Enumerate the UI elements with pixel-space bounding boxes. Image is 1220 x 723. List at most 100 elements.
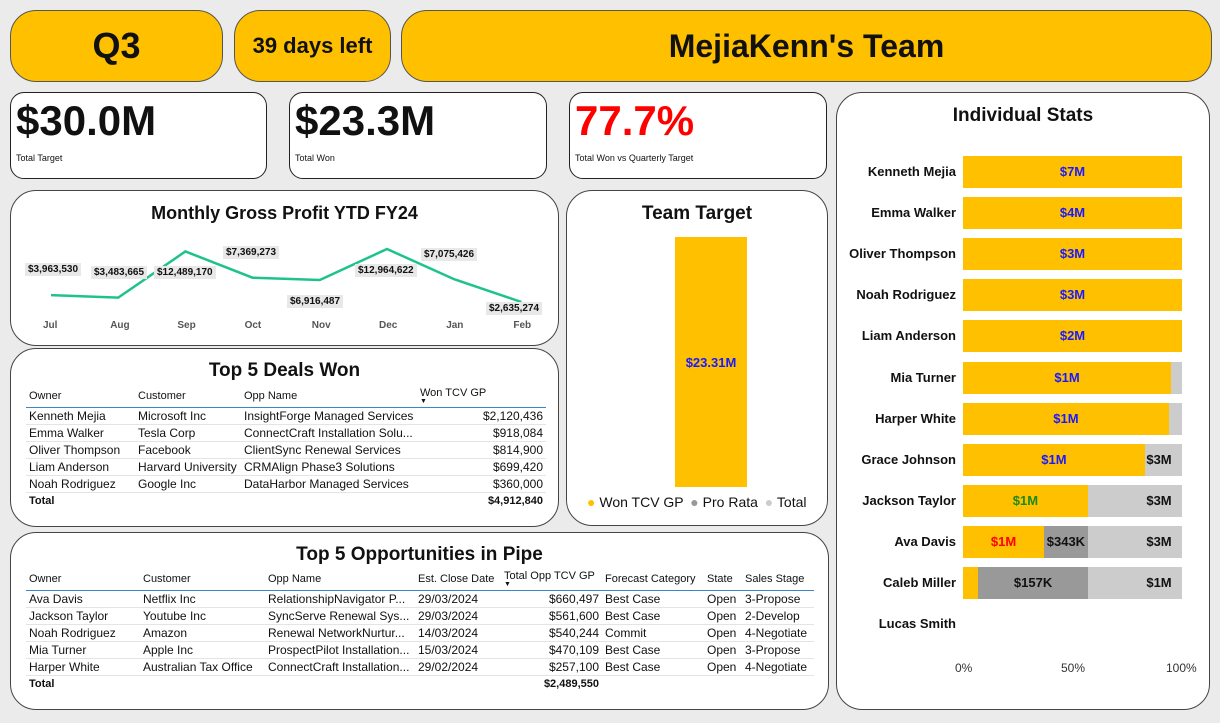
days-left-label: 39 days left (252, 33, 373, 58)
kpi-value: 77.7% (575, 97, 695, 144)
table-cell: 4-Negotiate (742, 624, 814, 642)
team-target-title: Team Target (641, 203, 753, 224)
table-cell: SyncServe Renewal Sys... (265, 607, 415, 625)
table-row[interactable]: Kenneth Mejia Microsoft Inc InsightForge M… (26, 407, 546, 425)
data-point[interactable] (247, 272, 259, 284)
individual-name: Noah Rodriguez (856, 287, 956, 303)
data-point[interactable] (381, 243, 393, 255)
legend-total: Total (776, 494, 807, 510)
table-row[interactable]: Jackson Taylor Youtube Inc SyncServe Renew… (26, 607, 814, 625)
legend-dot-won: ● (587, 494, 596, 510)
pipe-card: Top 5 Opportunities in Pipe Owner Custom… (10, 532, 829, 710)
table-cell: Open (704, 607, 742, 625)
col-close-date[interactable]: Est. Close Date (418, 572, 495, 585)
data-point[interactable] (179, 245, 191, 257)
table-row[interactable]: Liam Anderson Harvard University CRMAlign … (26, 458, 546, 476)
team-title: MejiaKenn's Team (668, 27, 945, 64)
col-customer[interactable]: Customer (143, 572, 191, 585)
individual-row[interactable]: Emma Walker $4M (837, 197, 1211, 230)
individual-row[interactable]: Grace Johnson $1M $3M (837, 443, 1211, 476)
table-cell: Netflix Inc (140, 590, 265, 608)
table-cell: Emma Walker (26, 424, 135, 442)
table-cell: $561,600 (501, 607, 602, 625)
data-point[interactable] (314, 274, 326, 286)
individual-row[interactable]: Noah Rodriguez $3M (837, 279, 1211, 312)
total-label: $3M (1146, 533, 1172, 549)
table-cell: $660,497 (501, 590, 602, 608)
x-tick-label: Feb (513, 320, 532, 331)
col-owner[interactable]: Owner (29, 389, 62, 402)
pro-rata-label: $157K (1013, 575, 1053, 590)
won-bar (963, 156, 1182, 188)
won-bar (963, 484, 1088, 517)
table-cell: Youtube Inc (140, 607, 265, 625)
table-row[interactable]: Ava Davis Netflix Inc RelationshipNavigato… (26, 590, 814, 608)
deals-won-card: Top 5 Deals Won Owner Customer Opp Name … (10, 348, 559, 527)
data-label: $7,075,426 (421, 248, 478, 261)
data-point[interactable] (112, 292, 124, 304)
individual-row[interactable]: Harper White $1M (837, 402, 1211, 435)
col-total-opp[interactable]: Total Opp TCV GP ▼ (501, 568, 602, 590)
individual-row[interactable]: Jackson Taylor $1M $3M (837, 484, 1211, 517)
table-row[interactable]: Noah Rodriguez Google Inc DataHarbor Manag… (26, 475, 546, 493)
col-forecast[interactable]: Forecast Category (605, 572, 696, 585)
deals-won-title: Top 5 Deals Won (208, 360, 361, 381)
table-cell: Open (704, 590, 742, 608)
pipe-table: Owner Customer Opp Name Est. Close Date … (26, 568, 814, 693)
individual-row[interactable]: Ava Davis $1M $343K $3M (837, 525, 1211, 558)
x-tick-label: Jul (43, 320, 58, 331)
table-cell: Facebook (135, 441, 241, 459)
table-cell: ClientSync Renewal Services (241, 441, 417, 459)
individual-row[interactable]: Lucas Smith (837, 608, 1211, 640)
won-label: $1M (1053, 410, 1079, 426)
col-customer[interactable]: Customer (138, 389, 186, 402)
team-target-legend: ● Won TCV GP ● Pro Rata ● Total (587, 494, 806, 510)
table-cell: Harvard University (135, 458, 241, 476)
won-label: $3M (1059, 246, 1086, 262)
table-cell: Open (704, 658, 742, 676)
won-bar (963, 443, 1145, 476)
individual-name: Liam Anderson (861, 328, 956, 344)
quarter-label: Q3 (92, 25, 141, 66)
legend-dot-total: ● (764, 494, 774, 510)
table-cell: 14/03/2024 (415, 624, 501, 642)
data-label: $3,483,665 (91, 266, 148, 279)
table-cell: $540,244 (501, 624, 602, 642)
gross-profit-chart: $3,963,530 $3,483,665 $12,489,170 $7,369,27… (11, 191, 560, 347)
table-row[interactable]: Mia Turner Apple Inc ProspectPilot Install… (26, 641, 814, 659)
table-cell: Best Case (602, 641, 704, 659)
won-bar (963, 238, 1182, 271)
col-opp-name[interactable]: Opp Name (244, 389, 298, 402)
table-cell: Renewal NetworkNurtur... (265, 624, 415, 642)
individual-name: Jackson Taylor (862, 492, 956, 508)
col-opp-name[interactable]: Opp Name (268, 572, 322, 585)
individual-name: Emma Walker (871, 205, 956, 221)
table-row[interactable]: Noah Rodriguez Amazon Renewal NetworkNurtu… (26, 624, 814, 642)
individual-row[interactable]: Kenneth Mejia $7M (837, 156, 1211, 188)
table-cell: Apple Inc (140, 641, 265, 659)
col-owner[interactable]: Owner (29, 572, 62, 585)
table-cell: ConnectCraft Installation... (265, 658, 415, 676)
table-cell: 29/03/2024 (415, 607, 501, 625)
individual-row[interactable]: Mia Turner $1M (837, 361, 1211, 394)
col-state[interactable]: State (707, 572, 733, 585)
table-cell: Best Case (602, 607, 704, 625)
table-row[interactable]: Harper White Australian Tax Office Connect… (26, 658, 814, 676)
col-won-tcv-gp[interactable]: Won TCV GP ▼ (417, 385, 546, 407)
pipe-title: Top 5 Opportunities in Pipe (296, 544, 543, 565)
days-left-badge: 39 days left (234, 10, 391, 82)
won-label: $1M (1012, 492, 1039, 508)
individual-row[interactable]: Liam Anderson $2M (837, 320, 1211, 353)
data-label: $12,489,170 (154, 266, 216, 279)
individual-row[interactable]: Oliver Thompson $3M (837, 238, 1211, 271)
individual-row[interactable]: Caleb Miller $157K $1M (837, 567, 1211, 599)
table-cell: 29/02/2024 (415, 658, 501, 676)
col-stage[interactable]: Sales Stage (745, 572, 805, 585)
table-cell: Jackson Taylor (26, 607, 140, 625)
data-point[interactable] (448, 273, 460, 285)
table-row[interactable]: Oliver Thompson Facebook ClientSync Renewa… (26, 441, 546, 459)
x-tick-label: Dec (379, 320, 398, 331)
data-point[interactable] (45, 289, 57, 301)
won-bar (963, 567, 979, 599)
table-row[interactable]: Emma Walker Tesla Corp ConnectCraft Instal… (26, 424, 546, 442)
